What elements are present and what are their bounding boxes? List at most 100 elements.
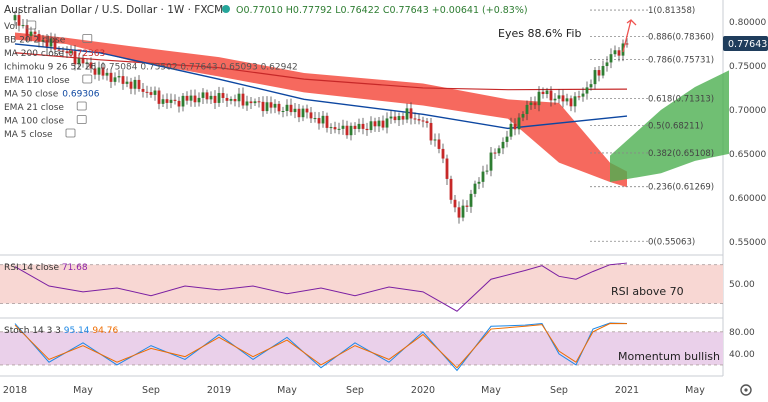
candle-body [389, 116, 393, 119]
candle-body [17, 15, 21, 26]
candle-body [113, 77, 117, 82]
rsi-label: RSI 14 close 71.68 [4, 263, 88, 273]
candle-body [573, 96, 577, 107]
candle-body [13, 15, 17, 21]
candle-body [289, 104, 293, 113]
candle-body [357, 123, 361, 129]
candle-body [601, 66, 605, 76]
candle-body [281, 110, 285, 112]
candle-body [441, 148, 445, 159]
candle-body [617, 50, 621, 56]
candle-body [477, 181, 481, 184]
rsi-overbought-band [0, 264, 723, 304]
candle-body [449, 178, 453, 200]
visibility-toggle-icon[interactable] [82, 74, 93, 84]
stoch-label: Stoch 14 3 3 95.14 94.76 [4, 326, 118, 336]
visibility-toggle-icon[interactable] [65, 128, 76, 138]
candle-body [509, 123, 513, 137]
candle-body [273, 103, 277, 108]
candle-body [285, 104, 289, 111]
candle-body [277, 103, 281, 112]
candle-body [565, 98, 569, 102]
stoch-tick-label: 40.00 [729, 350, 755, 360]
fib-annotation: Eyes 88.6% Fib [498, 27, 581, 40]
visibility-toggle-icon[interactable] [82, 34, 93, 43]
candle-body [489, 152, 493, 171]
candle-body [373, 121, 377, 127]
candle-body [213, 95, 217, 103]
candle-body [549, 90, 553, 101]
candle-body [209, 95, 213, 100]
visibility-toggle-icon[interactable] [26, 20, 37, 30]
candle-body [225, 97, 229, 101]
candle-body [181, 95, 185, 107]
rsi-line [14, 262, 628, 312]
candle-body [25, 25, 29, 36]
candle-body [301, 108, 305, 118]
candle-body [393, 116, 397, 121]
candle-body [521, 114, 525, 118]
fib-label: 0.382(0.65108) [648, 149, 714, 159]
candle-body [325, 115, 329, 128]
indicator-legend-item: MA 5 close [4, 130, 53, 140]
candle-body [485, 170, 489, 172]
candle-body [513, 123, 517, 130]
candle-body [233, 98, 237, 102]
indicator-legend-item: BB 20 2 close [4, 36, 66, 46]
candle-body [33, 31, 37, 34]
candle-body [185, 95, 189, 101]
ma50-line [14, 43, 628, 130]
time-tick-label: 2021 [615, 385, 639, 396]
candle-body [177, 100, 181, 107]
time-tick-label: 2019 [207, 385, 231, 396]
settings-icon[interactable] [740, 384, 752, 396]
time-tick-label: 2018 [3, 385, 27, 396]
price-axis[interactable]: 0.80000 0.75000 0.70000 0.65000 0.60000 0.550… [729, 18, 766, 360]
candle-body [569, 98, 573, 107]
candle-body [353, 125, 357, 129]
candle-body [333, 127, 337, 130]
kumo-bearish [15, 32, 627, 188]
indicator-legend-item: EMA 110 close [4, 76, 70, 86]
candle-body [401, 116, 405, 120]
candle-body [537, 91, 541, 106]
candle-body [269, 102, 273, 108]
visibility-toggle-icon[interactable] [76, 101, 87, 111]
oscillator-lines [0, 262, 723, 372]
candle-body [457, 207, 461, 218]
stoch-tick-label: 80.00 [729, 328, 755, 338]
candle-body [165, 99, 169, 103]
candle-body [237, 93, 241, 102]
time-axis[interactable]: 2018 May Sep 2019 May Sep 2020 May Sep 2021 May [3, 385, 705, 396]
candle-body [321, 115, 325, 124]
candles [13, 9, 629, 224]
candle-body [505, 136, 509, 142]
time-tick-label: May [277, 385, 297, 396]
visibility-toggle-icon[interactable] [76, 115, 87, 124]
time-tick-label: Sep [550, 385, 568, 396]
candle-body [241, 93, 245, 106]
candle-body [141, 88, 145, 92]
candle-body [493, 152, 497, 154]
candle-body [253, 101, 257, 104]
candle-body [405, 108, 409, 120]
price-tick-label: 0.75000 [729, 62, 766, 72]
rsi-annotation: RSI above 70 [611, 285, 684, 298]
time-tick-label: May [685, 385, 705, 396]
fib-label: 0.786(0.75731) [648, 56, 714, 66]
current-price-tag [723, 36, 768, 51]
candle-body [61, 50, 65, 52]
price-tick-label: 0.80000 [729, 18, 766, 28]
chart-header: Australian Dollar / U.S. Dollar · 1W · F… [4, 4, 528, 16]
candle-body [249, 101, 253, 104]
candle-body [541, 91, 545, 95]
indicator-lines [14, 43, 628, 130]
candle-body [589, 84, 593, 88]
candle-body [77, 58, 81, 65]
indicator-legend-item: EMA 21 close [4, 103, 64, 113]
candle-body [397, 116, 401, 121]
candle-body [85, 62, 89, 64]
fib-label: 0.5(0.68211) [648, 122, 703, 132]
candle-body [553, 98, 557, 101]
